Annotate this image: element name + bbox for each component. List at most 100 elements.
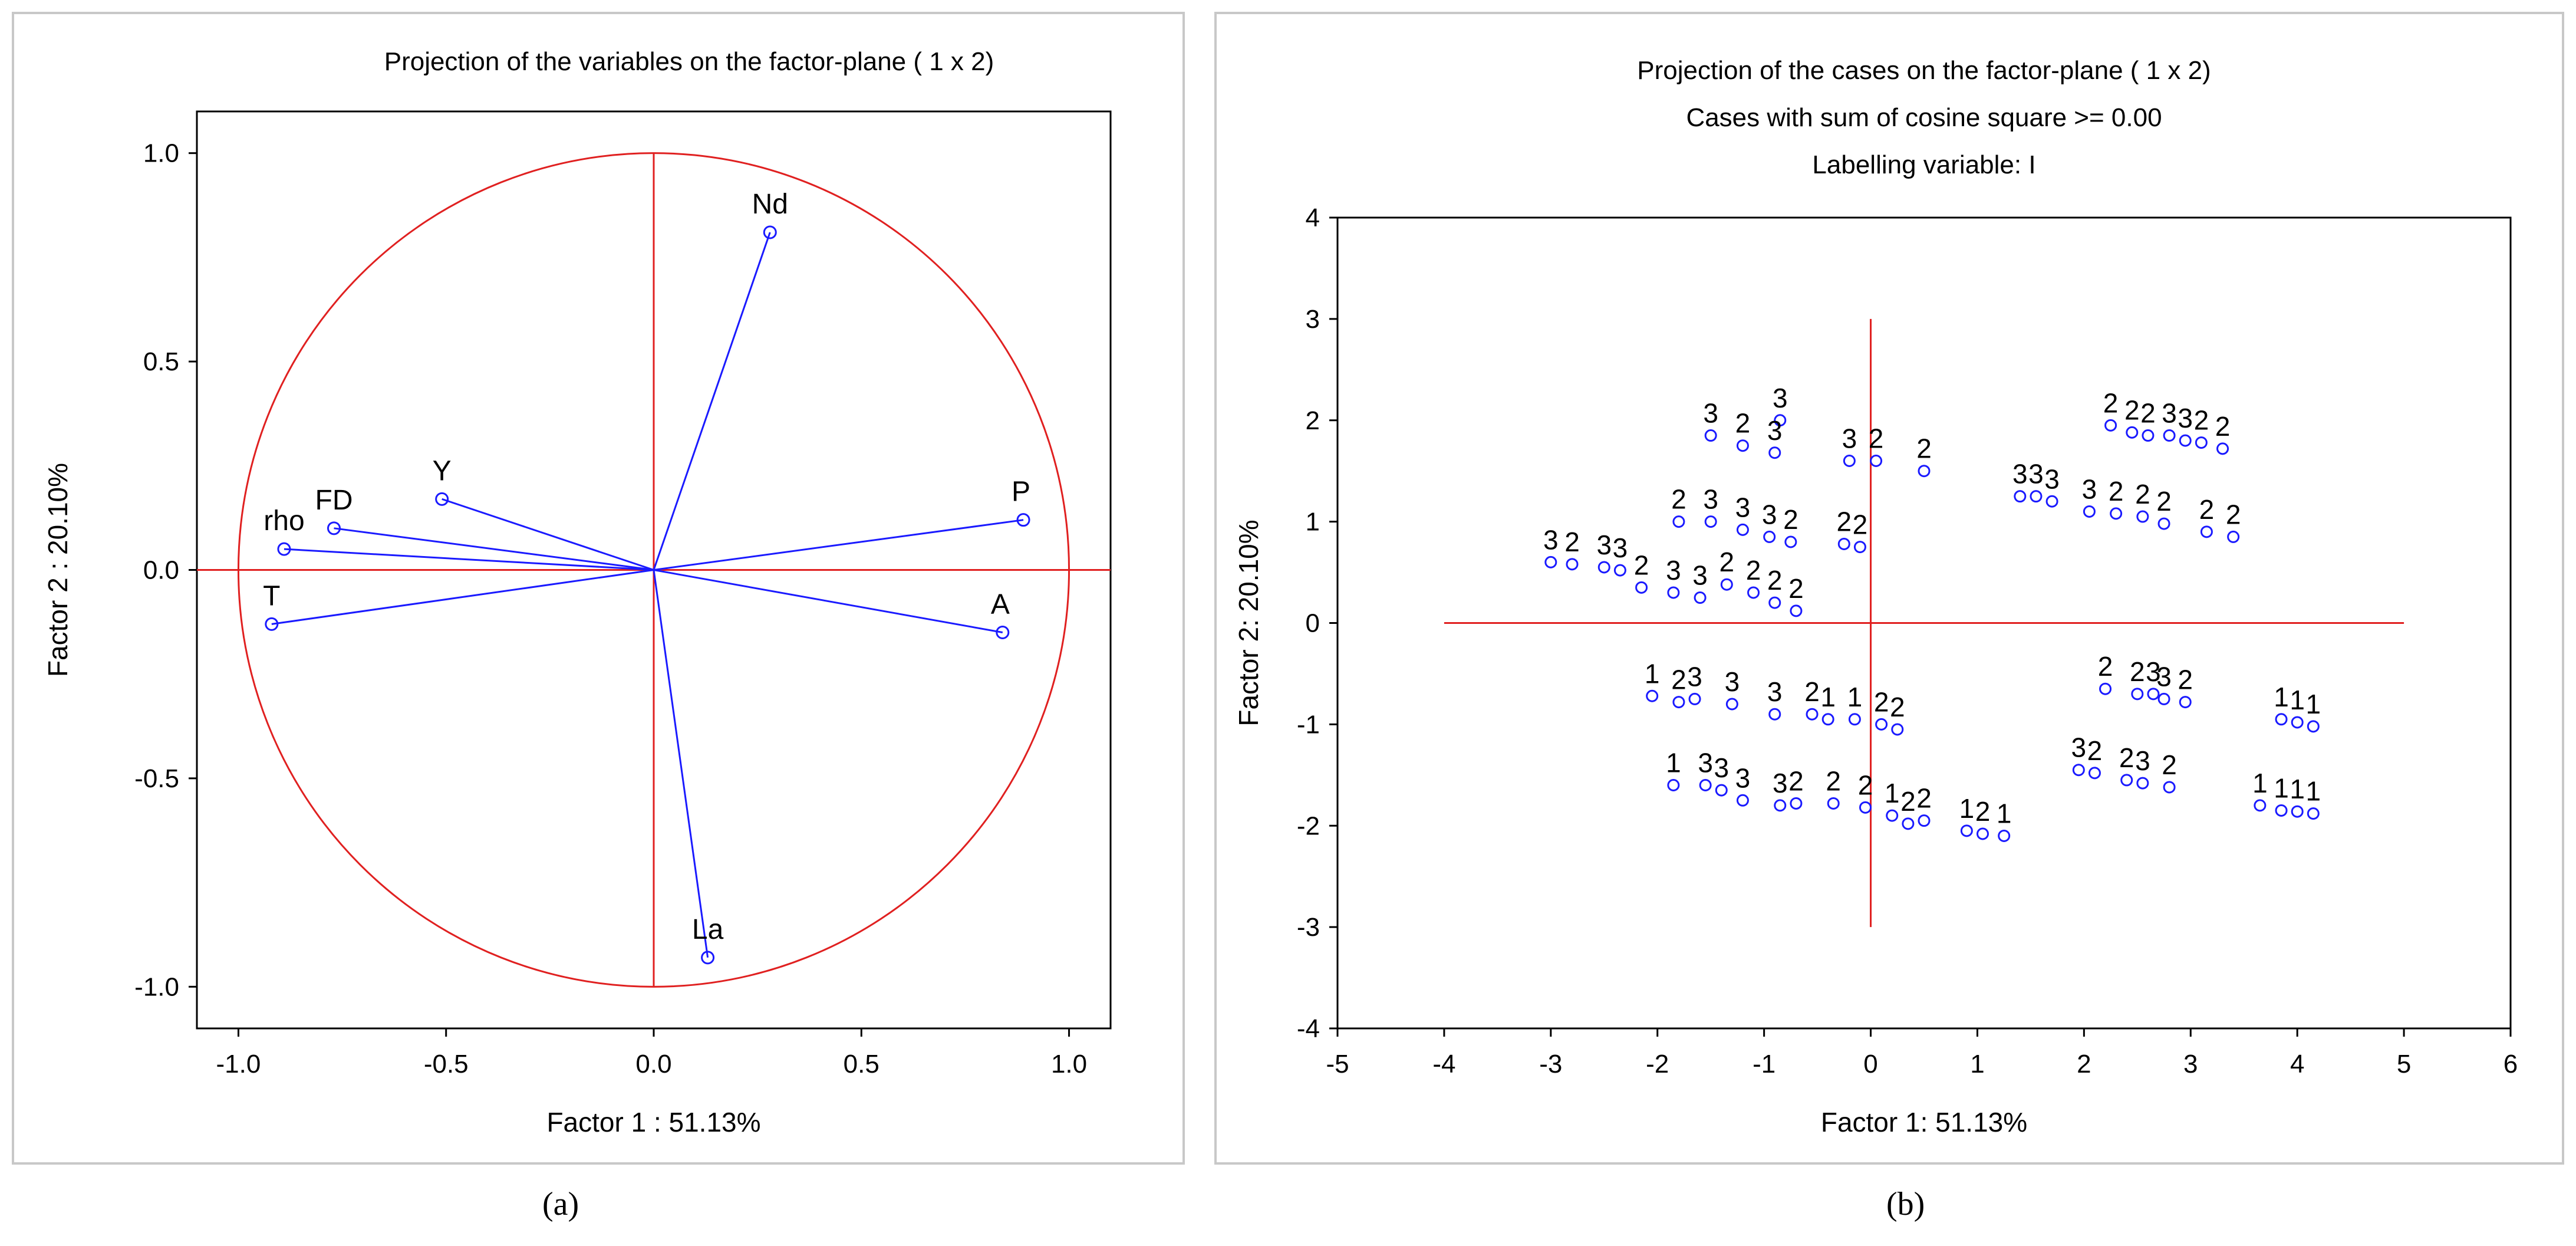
case-point	[2195, 436, 2208, 449]
case-label: 2	[2124, 394, 2140, 425]
case-point	[2110, 507, 2123, 520]
case-point	[1699, 779, 1712, 791]
case-point	[1998, 829, 2011, 842]
case-label: 3	[2178, 403, 2193, 433]
case-point	[1827, 797, 1840, 810]
case-point	[1902, 817, 1915, 830]
case-point	[2163, 781, 2176, 794]
case-label: 2	[1719, 547, 1735, 577]
case-point	[1635, 581, 1648, 594]
point-rho	[277, 542, 291, 556]
case-label: 2	[1916, 783, 1932, 814]
y-tick-label-a: -0.5	[134, 764, 179, 793]
case-label: 3	[2012, 459, 2028, 489]
case-point	[1646, 689, 1659, 702]
case-label: 3	[2044, 463, 2060, 494]
case-label: 1	[2274, 772, 2289, 803]
chart-frame-a: Projection of the variables on the facto…	[12, 12, 1185, 1165]
chart-svg-a: Projection of the variables on the facto…	[42, 47, 1112, 1137]
x-tick-label-b: 0	[1863, 1050, 1877, 1079]
case-label: 2	[1634, 550, 1649, 580]
point-label-A: A	[991, 589, 1010, 620]
case-point	[2072, 764, 2085, 777]
vector-T	[271, 569, 654, 625]
case-label: 1	[1820, 682, 1836, 712]
case-label: 1	[1645, 658, 1660, 689]
point-La	[701, 951, 715, 965]
point-FD	[327, 521, 341, 535]
case-label: 2	[2194, 405, 2209, 436]
x-tick-label-b: -4	[1432, 1050, 1455, 1079]
chart-title-b: Projection of the cases on the factor-pl…	[1637, 56, 2211, 85]
case-label: 3	[1842, 423, 1857, 454]
case-label: 2	[1671, 484, 1686, 515]
case-label: 2	[2135, 479, 2150, 509]
case-point	[1853, 541, 1866, 554]
y-tick-label-b: 2	[1306, 406, 1320, 435]
caption-b: (b)	[1886, 1186, 1925, 1222]
case-label: 1	[1666, 748, 1681, 778]
case-label: 1	[2274, 682, 2289, 712]
case-label: 3	[1762, 499, 1777, 530]
case-label: 2	[1767, 565, 1783, 596]
case-point	[1768, 446, 1781, 459]
case-label: 2	[2103, 387, 2119, 418]
case-point	[2179, 696, 2192, 709]
case-point	[1597, 561, 1610, 574]
case-point	[1843, 455, 1856, 467]
x-tick-label-b: 2	[2077, 1050, 2091, 1079]
point-label-La: La	[692, 914, 724, 945]
x-tick-label-b: 4	[2290, 1050, 2304, 1079]
unit-circle-a	[237, 152, 1070, 988]
case-point	[1790, 797, 1803, 810]
point-T	[265, 617, 279, 631]
vector-P	[653, 519, 1024, 571]
case-label: 1	[2290, 774, 2305, 804]
case-label: 3	[2028, 459, 2044, 489]
case-label: 2	[1783, 504, 1798, 535]
case-label: 1	[2290, 685, 2305, 715]
x-tick-label-b: 5	[2397, 1050, 2411, 1079]
case-point	[2126, 426, 2139, 439]
case-point	[1790, 604, 1803, 617]
x-tick-label-a: 0.5	[844, 1050, 879, 1079]
case-point	[1720, 578, 1733, 591]
y-tick-label-b: -4	[1297, 1014, 1320, 1043]
point-label-T: T	[263, 580, 280, 612]
case-label: 3	[2135, 745, 2150, 776]
x-tick-label-b: -5	[1326, 1050, 1349, 1079]
chart-title-a: Projection of the variables on the facto…	[384, 47, 994, 76]
case-point	[2216, 442, 2229, 455]
case-point	[2275, 804, 2288, 817]
case-label: 3	[1725, 666, 1740, 697]
case-label: 2	[2215, 411, 2231, 442]
case-point	[1859, 801, 1872, 814]
case-label: 2	[1671, 665, 1686, 695]
case-point	[1736, 439, 1749, 452]
case-point	[2147, 688, 2160, 701]
x-tick-label-b: 1	[1970, 1050, 1984, 1079]
case-label: 2	[1735, 408, 1751, 439]
case-label: 2	[1788, 573, 1804, 604]
case-label: 2	[2098, 651, 2113, 682]
case-label: 3	[1596, 530, 1612, 560]
case-label: 1	[1885, 778, 1900, 808]
case-point	[1688, 692, 1701, 705]
y-tick-label-b: 4	[1306, 203, 1320, 232]
point-label-rho: rho	[263, 505, 304, 537]
case-label: 2	[1804, 676, 1820, 707]
vector-La	[653, 570, 709, 958]
case-label: 3	[1692, 560, 1708, 591]
chart-subtitle-b: Cases with sum of cosine square >= 0.00	[1686, 103, 2162, 132]
case-label: 2	[1788, 765, 1804, 796]
case-label: 2	[1853, 509, 1868, 540]
case-label: 2	[2087, 735, 2103, 766]
case-label: 2	[1826, 765, 1841, 796]
x-tick-label-b: -2	[1646, 1050, 1669, 1079]
case-point	[2142, 429, 2155, 442]
case-point	[1566, 558, 1579, 571]
case-point	[1837, 537, 1850, 550]
y-tick-label-a: 1.0	[143, 139, 179, 168]
case-label: 3	[1767, 676, 1783, 707]
case-point	[1977, 827, 1989, 840]
